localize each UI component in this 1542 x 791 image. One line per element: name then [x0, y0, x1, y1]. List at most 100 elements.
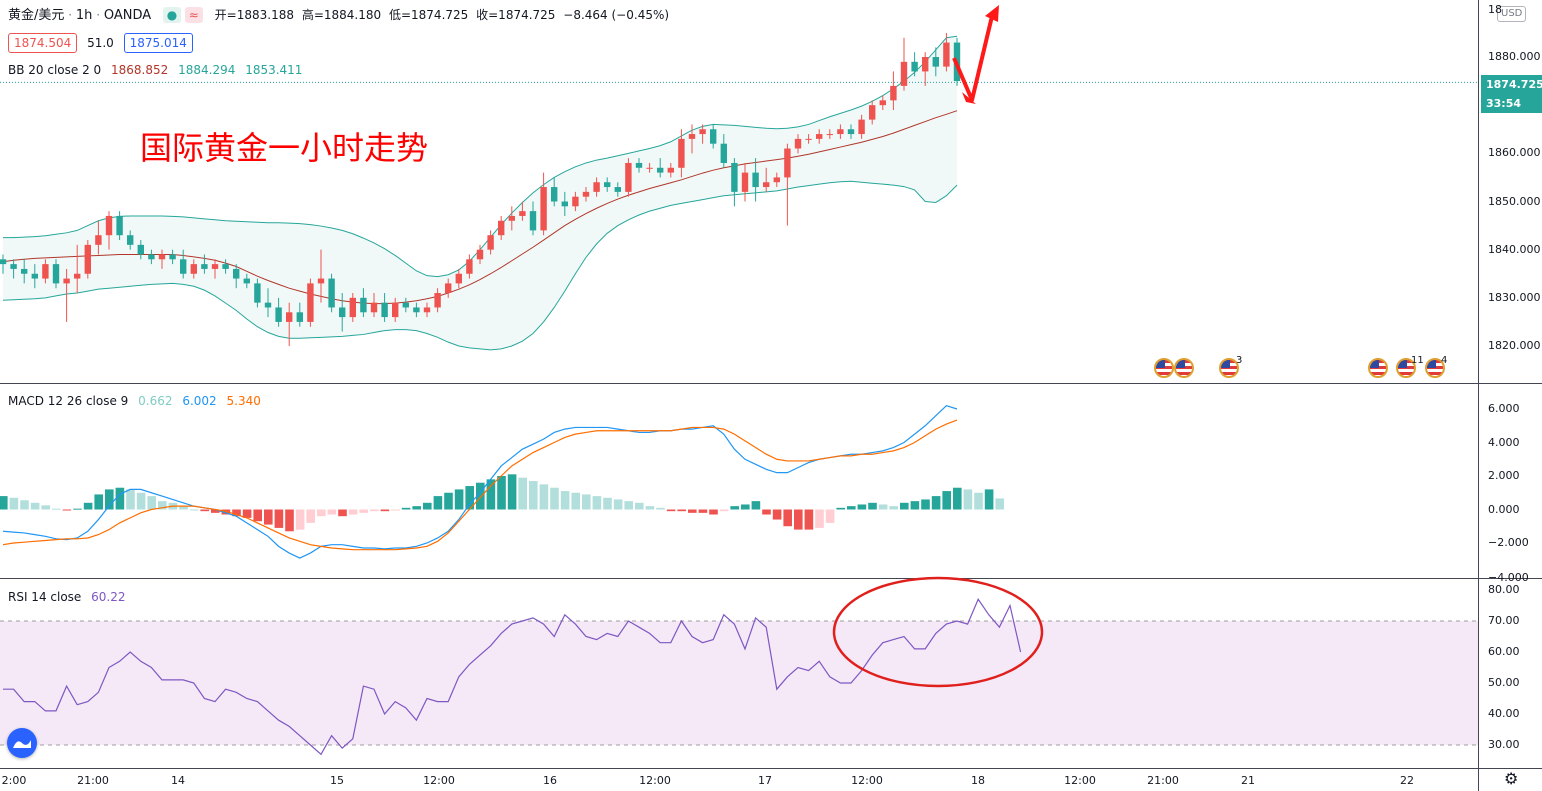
rsi-top-area	[0, 580, 1478, 621]
macd-histogram-bar	[30, 502, 40, 510]
macd-histogram-bar	[476, 482, 485, 510]
macd-histogram-bar	[348, 509, 358, 515]
bb-legend-label: BB 20 close 2 0	[8, 63, 102, 77]
macd-histogram-bar	[454, 489, 464, 510]
candle-body	[286, 312, 293, 322]
rsi-legend[interactable]: RSI 14 close 60.22	[8, 589, 126, 605]
time-tick-label: 2:00	[1, 774, 27, 787]
bb-legend[interactable]: BB 20 close 2 0 1868.852 1884.294 1853.4…	[8, 62, 302, 78]
ask-box[interactable]: 1875.014	[123, 33, 193, 53]
candle-body	[752, 172, 759, 188]
macd-histogram-bar	[264, 509, 273, 525]
macd-histogram-bar	[242, 509, 252, 518]
macd-histogram-bar	[518, 477, 527, 510]
macd-histogram-bar	[995, 498, 1004, 510]
arrow-annotation	[952, 11, 995, 102]
macd-histogram-bar	[698, 509, 708, 513]
us-flag-icon[interactable]	[1219, 358, 1239, 378]
bid-box[interactable]: 1874.504	[8, 33, 78, 53]
macd-histogram-bar	[847, 506, 856, 510]
time-tick-label: 12:00	[423, 774, 455, 787]
bb-upper-value: 1884.294	[178, 63, 236, 77]
candle-body	[381, 302, 388, 318]
macd-histogram-bar	[984, 489, 994, 510]
candle-body	[434, 293, 441, 308]
bb-lower-value: 1853.411	[245, 63, 303, 77]
candle-body	[307, 283, 314, 322]
interval-label[interactable]: 1h	[75, 8, 93, 23]
time-tick-label: 12:00	[851, 774, 883, 787]
macd-histogram-bar	[147, 496, 156, 510]
candle-body	[922, 57, 929, 72]
candle-body	[466, 259, 473, 274]
candle-body	[794, 138, 802, 149]
annotation-text: 国际黄金一小时走势	[140, 129, 429, 167]
macd-histogram-bar	[327, 509, 337, 515]
us-flag-icon[interactable]	[1396, 358, 1416, 378]
gear-icon[interactable]: ⚙	[1504, 769, 1519, 788]
macd-histogram-bar	[497, 476, 506, 510]
macd-histogram-bar	[529, 481, 538, 510]
macd-histogram-bar	[465, 486, 474, 510]
rsi-tick-label: 40.00	[1488, 707, 1520, 720]
macd-histogram-bar	[709, 509, 718, 515]
candle-body	[222, 264, 229, 269]
candle-body	[254, 283, 261, 303]
candle-body	[900, 61, 908, 86]
macd-histogram-bar	[370, 509, 379, 512]
candle-body	[561, 201, 568, 207]
us-flag-icon[interactable]	[1368, 358, 1388, 378]
rsi-tick-label: 50.00	[1488, 676, 1520, 689]
rsi-line	[3, 598, 1022, 756]
macd-histogram-bar	[688, 509, 697, 513]
candle-body	[667, 167, 674, 173]
event-count: 3	[1236, 355, 1243, 366]
candle-body	[84, 244, 91, 274]
candle-body	[360, 297, 367, 313]
macd-histogram-bar	[52, 508, 61, 510]
tradingview-logo-icon[interactable]	[7, 728, 37, 758]
macd-histogram-bar	[804, 509, 814, 530]
candle-body	[943, 42, 950, 67]
candle-body	[625, 162, 632, 192]
wave-icon[interactable]: ≈	[184, 7, 203, 23]
price-label-top-partial: 18	[1488, 3, 1502, 16]
us-flag-icon[interactable]	[1174, 358, 1194, 378]
macd-histogram-bar	[200, 509, 209, 512]
macd-histogram-bar	[0, 496, 8, 510]
time-tick-label: 16	[543, 774, 557, 787]
macd-histogram-bar	[274, 509, 284, 528]
us-flag-icon[interactable]	[1425, 358, 1445, 378]
macd-histogram-bar	[507, 474, 517, 510]
currency-badge[interactable]: USD	[1497, 6, 1527, 22]
price-tick-label: 1850.000	[1488, 194, 1541, 208]
candle-body	[328, 278, 335, 308]
candle-body	[158, 254, 166, 260]
candle-body	[710, 129, 717, 144]
macd-histogram-bar	[719, 509, 729, 512]
macd-histogram-bar	[179, 506, 188, 510]
change-value: −8.464 (−0.45%)	[563, 8, 670, 22]
candle-body	[296, 312, 303, 322]
us-flag-icon[interactable]	[1154, 358, 1174, 378]
macd-histogram-bar	[635, 502, 644, 510]
macd-histogram-bar	[741, 504, 750, 510]
macd-histogram-bar	[83, 502, 93, 510]
symbol-name[interactable]: 黄金/美元	[8, 8, 65, 23]
macd-legend[interactable]: MACD 12 26 close 9 0.662 6.002 5.340	[8, 393, 261, 409]
macd-histogram-bar	[73, 508, 82, 510]
macd-histogram-bar	[645, 506, 655, 510]
price-tick-label: 1840.000	[1488, 242, 1541, 256]
candle-body	[413, 307, 420, 313]
time-tick-label: 21:00	[77, 774, 109, 787]
candle-body	[74, 273, 81, 279]
candle-body	[317, 278, 325, 284]
price-tick-label: 1880.000	[1488, 50, 1541, 63]
macd-signal-value: 5.340	[226, 394, 261, 408]
macd-line	[2, 404, 958, 559]
macd-histogram-bar	[762, 509, 771, 515]
candle-body	[858, 119, 865, 135]
candle-body	[826, 134, 833, 136]
dot-icon[interactable]: ●	[163, 7, 181, 23]
